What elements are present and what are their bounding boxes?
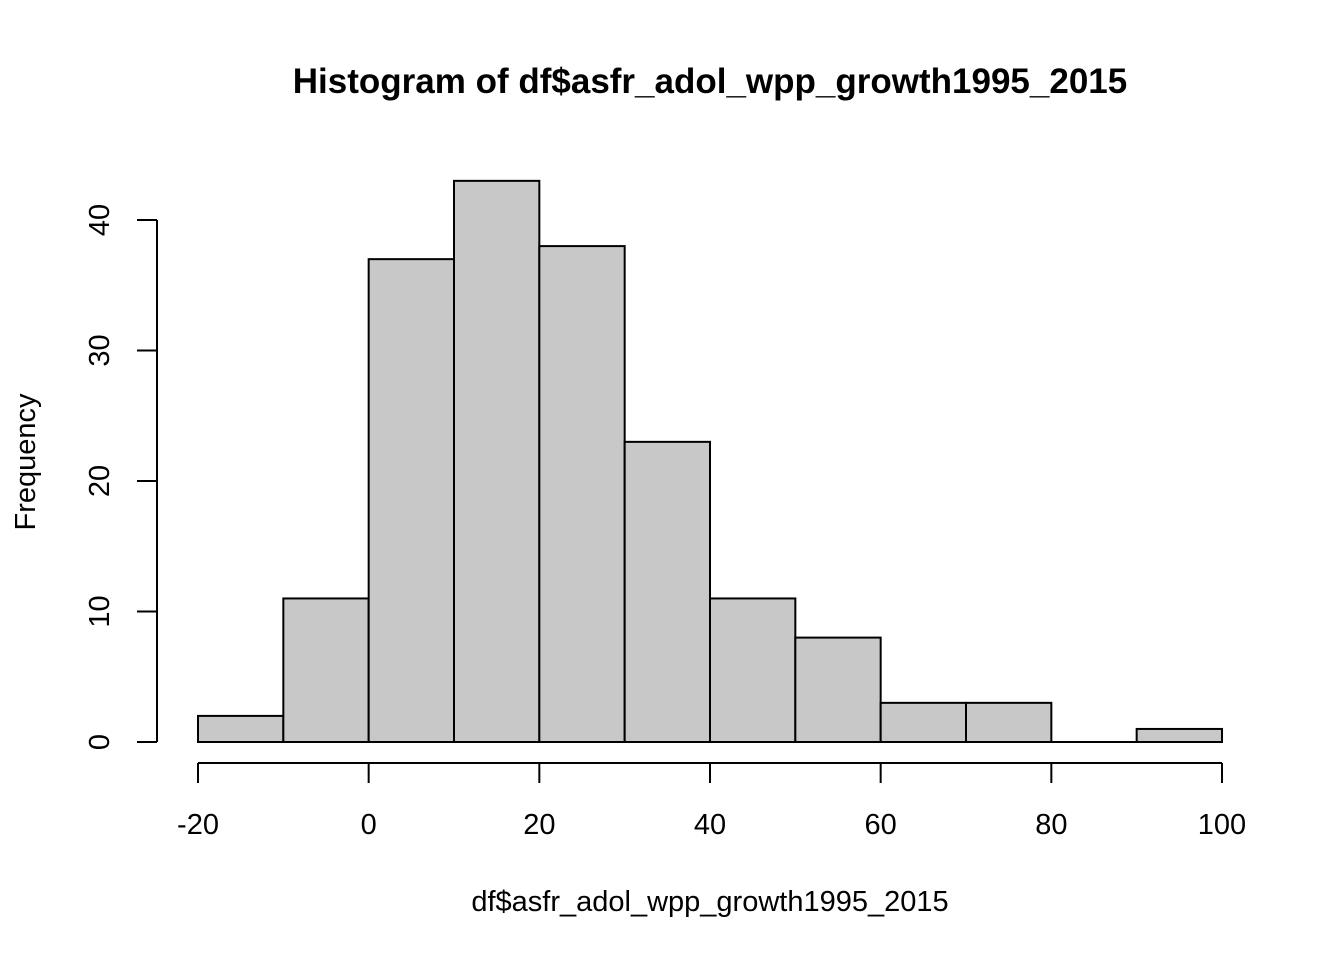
y-tick-label: 0 bbox=[84, 734, 116, 750]
x-tick-label: 40 bbox=[694, 809, 726, 841]
histogram-bar-5 bbox=[623, 440, 712, 743]
histogram-bar-2 bbox=[367, 258, 455, 743]
x-tick-label: 60 bbox=[865, 809, 897, 841]
x-axis: -20 0 20 40 60 80 100 bbox=[177, 762, 1246, 841]
x-tick-label: 20 bbox=[523, 809, 555, 841]
x-tick-label: -20 bbox=[177, 809, 219, 841]
histogram-bar-3 bbox=[453, 179, 541, 744]
histogram-bar-8 bbox=[879, 701, 968, 743]
histogram-bar-4 bbox=[538, 245, 626, 743]
x-axis-label: df$asfr_adol_wpp_growth1995_2015 bbox=[471, 886, 948, 918]
bars-group bbox=[197, 179, 1223, 744]
x-tick-label: 80 bbox=[1035, 809, 1067, 841]
x-tick-label: 100 bbox=[1198, 809, 1246, 841]
histogram-bar-1 bbox=[282, 597, 370, 744]
x-tick-label: 0 bbox=[361, 809, 377, 841]
y-axis: 0 10 20 30 40 bbox=[84, 204, 158, 750]
histogram-bar-9 bbox=[965, 701, 1053, 743]
histogram-bar-11 bbox=[1135, 727, 1223, 744]
chart-title: Histogram of df$asfr_adol_wpp_growth1995… bbox=[293, 62, 1127, 101]
y-tick-label: 10 bbox=[84, 595, 116, 627]
y-tick-label: 20 bbox=[84, 465, 116, 497]
y-axis-label: Frequency bbox=[10, 393, 42, 531]
histogram-bar-6 bbox=[709, 597, 797, 744]
y-tick-label: 30 bbox=[84, 334, 116, 366]
y-tick-label: 40 bbox=[84, 204, 116, 236]
histogram-bar-7 bbox=[794, 636, 882, 743]
histogram-bar-0 bbox=[197, 714, 285, 744]
